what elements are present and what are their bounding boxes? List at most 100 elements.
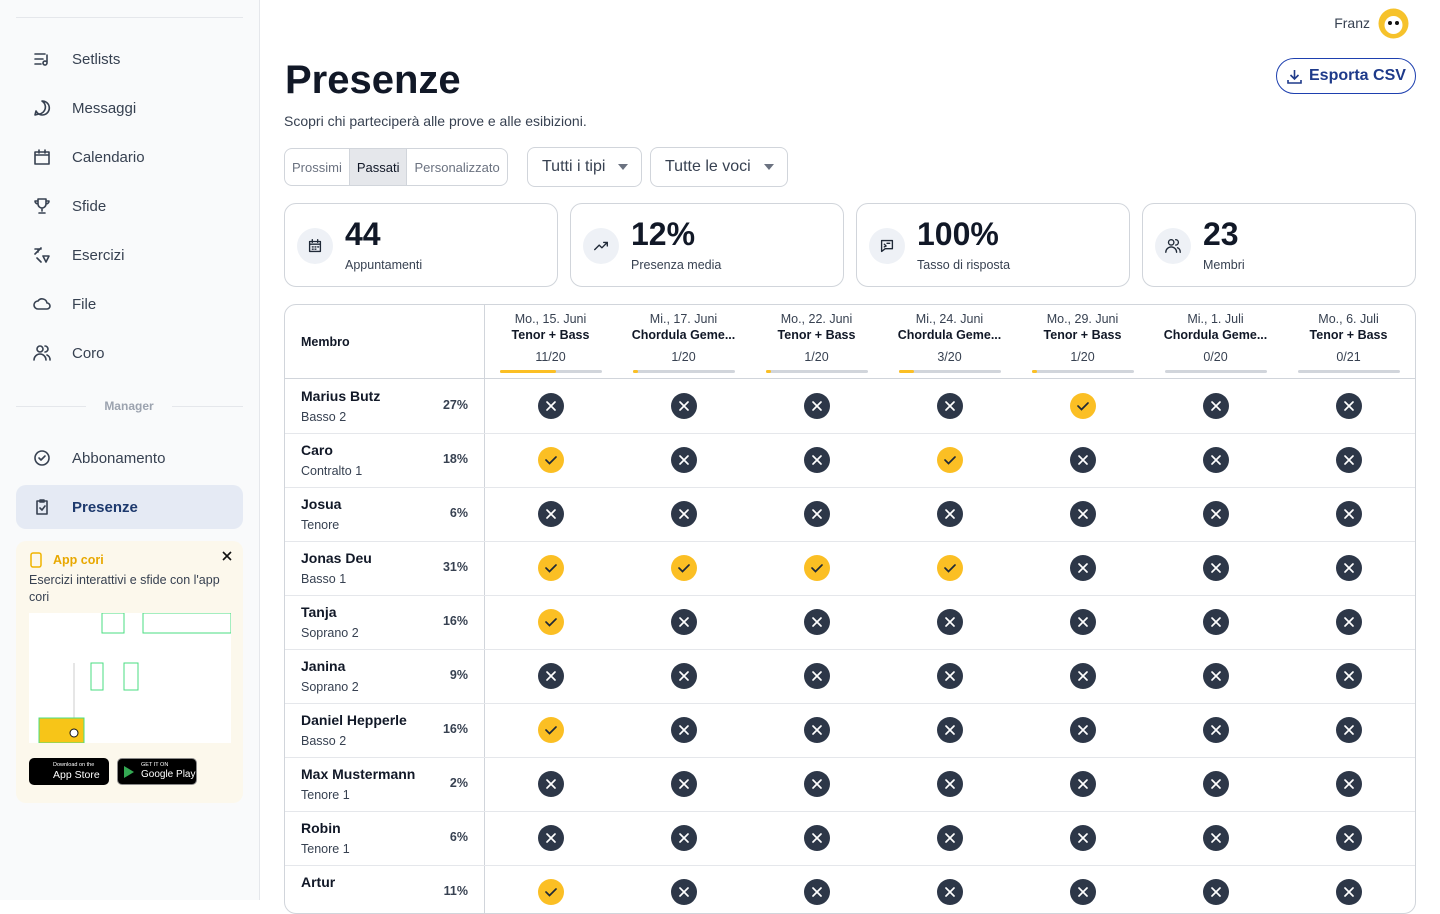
absent-icon[interactable] — [670, 878, 698, 906]
absent-icon[interactable] — [803, 878, 831, 906]
nav-item[interactable]: Abbonamento — [16, 436, 243, 480]
absent-icon[interactable] — [1335, 770, 1363, 798]
absent-icon[interactable] — [936, 392, 964, 420]
present-icon[interactable] — [803, 554, 831, 582]
present-icon[interactable] — [537, 446, 565, 474]
absent-icon[interactable] — [1069, 608, 1097, 636]
nav-item[interactable]: Sfide — [16, 184, 243, 228]
range-tab[interactable]: Passati — [349, 149, 408, 185]
absent-icon[interactable] — [670, 770, 698, 798]
absent-icon[interactable] — [670, 662, 698, 690]
absent-icon[interactable] — [803, 392, 831, 420]
absent-icon[interactable] — [1069, 554, 1097, 582]
event-header[interactable]: Mo., 29. Juni Tenor + Bass 1/20 — [1016, 305, 1149, 379]
absent-icon[interactable] — [537, 392, 565, 420]
absent-icon[interactable] — [1202, 554, 1230, 582]
absent-icon[interactable] — [1335, 500, 1363, 528]
absent-icon[interactable] — [803, 770, 831, 798]
absent-icon[interactable] — [1202, 500, 1230, 528]
event-header[interactable]: Mo., 15. Juni Tenor + Bass 11/20 — [484, 305, 617, 379]
type-filter[interactable]: Tutti i tipi — [527, 147, 642, 187]
absent-icon[interactable] — [803, 716, 831, 744]
present-icon[interactable] — [670, 554, 698, 582]
event-header[interactable]: Mo., 6. Juli Tenor + Bass 0/21 — [1282, 305, 1415, 379]
absent-icon[interactable] — [670, 392, 698, 420]
absent-icon[interactable] — [1069, 662, 1097, 690]
absent-icon[interactable] — [1202, 770, 1230, 798]
absent-icon[interactable] — [1202, 662, 1230, 690]
absent-icon[interactable] — [936, 608, 964, 636]
present-icon[interactable] — [537, 716, 565, 744]
absent-icon[interactable] — [1202, 446, 1230, 474]
present-icon[interactable] — [936, 446, 964, 474]
absent-icon[interactable] — [1069, 446, 1097, 474]
absent-icon[interactable] — [1202, 608, 1230, 636]
absent-icon[interactable] — [936, 662, 964, 690]
google-play-badge[interactable]: GET IT ON Google Play — [117, 758, 197, 785]
absent-icon[interactable] — [537, 500, 565, 528]
event-header[interactable]: Mi., 17. Juni Chordula Geme... 1/20 — [617, 305, 750, 379]
app-store-badge[interactable]: Download on the App Store — [29, 758, 109, 785]
absent-icon[interactable] — [1335, 554, 1363, 582]
absent-icon[interactable] — [670, 716, 698, 744]
present-icon[interactable] — [537, 554, 565, 582]
member-row: Marius Butz Basso 2 27% — [285, 379, 484, 433]
event-header[interactable]: Mi., 1. Juli Chordula Geme... 0/20 — [1149, 305, 1282, 379]
export-button[interactable]: Esporta CSV — [1276, 58, 1416, 94]
absent-icon[interactable] — [1069, 770, 1097, 798]
nav-item[interactable]: Setlists — [16, 37, 243, 81]
absent-icon[interactable] — [1335, 392, 1363, 420]
absent-icon[interactable] — [1202, 392, 1230, 420]
absent-icon[interactable] — [537, 770, 565, 798]
absent-icon[interactable] — [1335, 662, 1363, 690]
event-header[interactable]: Mi., 24. Juni Chordula Geme... 3/20 — [883, 305, 1016, 379]
present-icon[interactable] — [1069, 392, 1097, 420]
absent-icon[interactable] — [1069, 878, 1097, 906]
absent-icon[interactable] — [936, 500, 964, 528]
absent-icon[interactable] — [936, 878, 964, 906]
absent-icon[interactable] — [936, 770, 964, 798]
nav-item[interactable]: Presenze — [16, 485, 243, 529]
nav-label: File — [72, 295, 97, 313]
absent-icon[interactable] — [1335, 608, 1363, 636]
nav-item[interactable]: Coro — [16, 331, 243, 375]
absent-icon[interactable] — [1335, 824, 1363, 852]
absent-icon[interactable] — [803, 500, 831, 528]
absent-icon[interactable] — [670, 608, 698, 636]
event-header[interactable]: Mo., 22. Juni Tenor + Bass 1/20 — [750, 305, 883, 379]
absent-icon[interactable] — [803, 446, 831, 474]
absent-icon[interactable] — [803, 608, 831, 636]
present-icon[interactable] — [537, 608, 565, 636]
absent-icon[interactable] — [803, 662, 831, 690]
row-divider — [285, 487, 1415, 488]
absent-icon[interactable] — [1069, 716, 1097, 744]
range-tab[interactable]: Personalizzato — [414, 159, 500, 175]
absent-icon[interactable] — [670, 824, 698, 852]
present-icon[interactable] — [537, 878, 565, 906]
absent-icon[interactable] — [1202, 824, 1230, 852]
stat-icon — [1155, 228, 1191, 264]
absent-icon[interactable] — [1202, 716, 1230, 744]
absent-icon[interactable] — [1335, 878, 1363, 906]
voice-filter[interactable]: Tutte le voci — [650, 147, 788, 187]
nav-item[interactable]: Calendario — [16, 135, 243, 179]
avatar[interactable] — [1378, 8, 1409, 39]
nav-item[interactable]: File — [16, 282, 243, 326]
nav-item[interactable]: Esercizi — [16, 233, 243, 277]
absent-icon[interactable] — [1202, 878, 1230, 906]
present-icon[interactable] — [936, 554, 964, 582]
absent-icon[interactable] — [1069, 824, 1097, 852]
absent-icon[interactable] — [1069, 500, 1097, 528]
close-button[interactable] — [221, 550, 233, 562]
absent-icon[interactable] — [936, 716, 964, 744]
absent-icon[interactable] — [537, 662, 565, 690]
nav-item[interactable]: Messaggi — [16, 86, 243, 130]
absent-icon[interactable] — [670, 500, 698, 528]
absent-icon[interactable] — [803, 824, 831, 852]
absent-icon[interactable] — [537, 824, 565, 852]
absent-icon[interactable] — [670, 446, 698, 474]
range-tab[interactable]: Prossimi — [285, 149, 350, 185]
absent-icon[interactable] — [1335, 716, 1363, 744]
absent-icon[interactable] — [936, 824, 964, 852]
absent-icon[interactable] — [1335, 446, 1363, 474]
